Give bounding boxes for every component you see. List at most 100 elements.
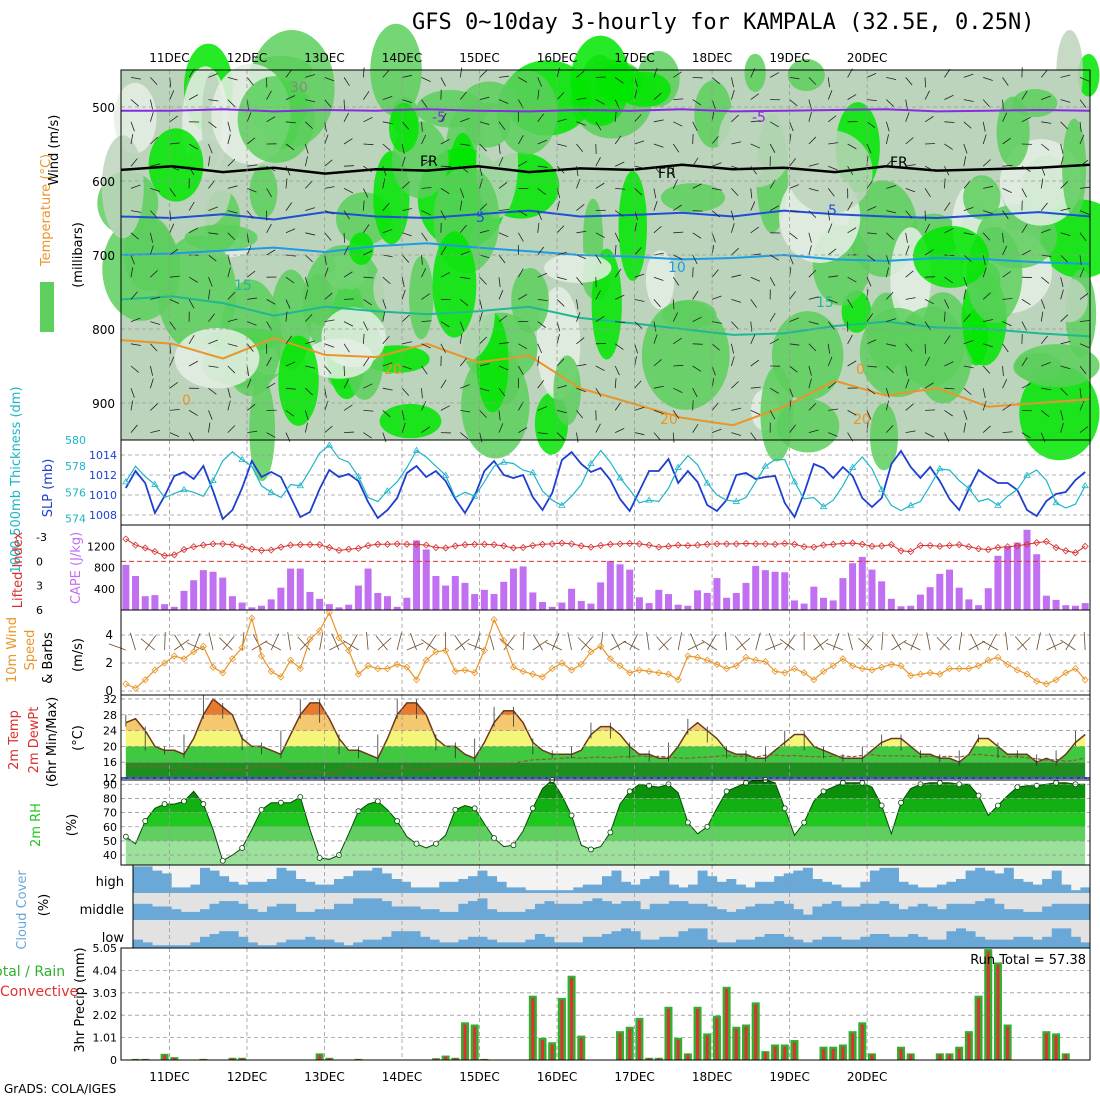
wind-barb <box>789 184 799 189</box>
cloud-bar <box>199 867 210 893</box>
cloud-bar <box>649 939 660 948</box>
precip-total-label: Total / Rain <box>0 964 65 980</box>
wind10m-marker <box>364 662 372 670</box>
wind10m-marker <box>412 676 421 684</box>
cloud-bar <box>314 909 325 920</box>
precip-conv-bar <box>754 1004 758 1060</box>
rh2m-marker <box>316 855 323 861</box>
wind-barb <box>595 121 602 131</box>
wind10m-barb <box>467 643 485 651</box>
wind-barb <box>769 312 776 322</box>
cloud-bar <box>735 884 746 893</box>
wind10m-barb <box>656 636 669 651</box>
wind-barb <box>576 299 579 310</box>
wind-barb <box>982 365 991 374</box>
wind-barb <box>401 289 406 300</box>
cloud-bar <box>917 887 928 893</box>
wind10m-barb <box>174 639 190 651</box>
precip-conv-bar <box>851 1033 855 1060</box>
wind-barb <box>750 432 757 441</box>
wind-barb <box>924 223 930 233</box>
cloud-bar <box>975 867 986 893</box>
temp-tick: 28 <box>103 709 117 722</box>
li-marker <box>219 540 227 548</box>
cloud-bar <box>180 911 191 920</box>
wind-barb <box>963 277 968 287</box>
rh-blob <box>416 89 485 128</box>
li-marker <box>723 540 731 548</box>
cape-bar <box>539 602 547 610</box>
rh-blob <box>641 300 730 410</box>
cloud-bar <box>343 945 354 948</box>
wind-barb <box>401 143 405 154</box>
wind-barb <box>653 143 664 148</box>
wind-barb <box>150 343 158 352</box>
wind10m-marker <box>635 666 643 674</box>
precip-conv-bar <box>1006 1026 1010 1060</box>
wind10m-barb <box>826 642 844 651</box>
li-marker <box>1013 542 1021 550</box>
wind-barb <box>479 143 487 152</box>
wind-barb <box>556 251 567 256</box>
rh-blob <box>869 403 899 471</box>
cape-bar <box>219 577 227 610</box>
wind10m-marker <box>558 659 566 667</box>
wind-barb <box>227 232 236 241</box>
cloud-bar <box>860 936 871 948</box>
isotherm-label: 0 <box>856 362 865 378</box>
cloud-bar <box>783 873 794 893</box>
cloud-bar <box>688 884 699 893</box>
temp-tick: 16 <box>103 756 117 769</box>
wind-barb <box>963 156 967 167</box>
wind-barb <box>866 313 874 322</box>
cloud-bar <box>1061 884 1072 893</box>
wind10m-barb <box>677 632 683 651</box>
precip-tick: 2.02 <box>93 1009 118 1022</box>
cloud-bar <box>477 898 488 920</box>
wind10m-marker <box>306 635 314 643</box>
wind-barb <box>130 400 134 411</box>
wind-barb <box>963 99 974 102</box>
rh-blob <box>1056 30 1084 114</box>
wind-barb <box>556 165 565 174</box>
wind-barb <box>944 276 953 284</box>
cloud-bar <box>802 867 813 893</box>
wind-barb <box>440 113 447 123</box>
precip-conv-bar <box>725 989 729 1060</box>
isotherm-5 <box>120 209 1091 221</box>
cloud-bar <box>1080 942 1091 948</box>
cloud-bar <box>917 903 928 920</box>
wind-barb <box>518 427 528 433</box>
wind-barb <box>886 318 897 322</box>
wind10m-marker <box>616 662 624 670</box>
li-marker <box>412 540 421 548</box>
cloud-bar <box>735 909 746 920</box>
wind-barb <box>363 432 372 439</box>
wind-barb <box>518 160 528 167</box>
cloud-bar <box>180 945 191 948</box>
wind-barb <box>266 382 276 389</box>
wind-barb <box>401 314 410 322</box>
wind-barb <box>808 378 812 389</box>
wind-barb <box>808 210 817 218</box>
wind-barb <box>886 77 897 81</box>
cloud-bar <box>592 898 603 920</box>
cloud-bar <box>889 867 899 893</box>
wind-barb <box>285 410 295 417</box>
wind-barb <box>363 224 370 234</box>
wind-barb <box>711 77 720 85</box>
date-tick-top: 19DEC <box>769 51 809 65</box>
precip-conv-bar <box>967 1033 971 1060</box>
precip-tick: 0 <box>110 1054 117 1067</box>
cape-bar <box>1023 529 1031 610</box>
wind-barb <box>479 70 488 78</box>
wind-barb <box>711 343 720 351</box>
wind-barb <box>382 202 390 211</box>
rh-blob <box>744 53 766 92</box>
cape-bar <box>626 569 634 610</box>
cloud-bar <box>764 881 775 893</box>
cape-bar <box>490 594 498 610</box>
wind-barb <box>324 159 333 167</box>
wind-barb <box>731 188 739 196</box>
wind10m-marker <box>994 653 1002 661</box>
